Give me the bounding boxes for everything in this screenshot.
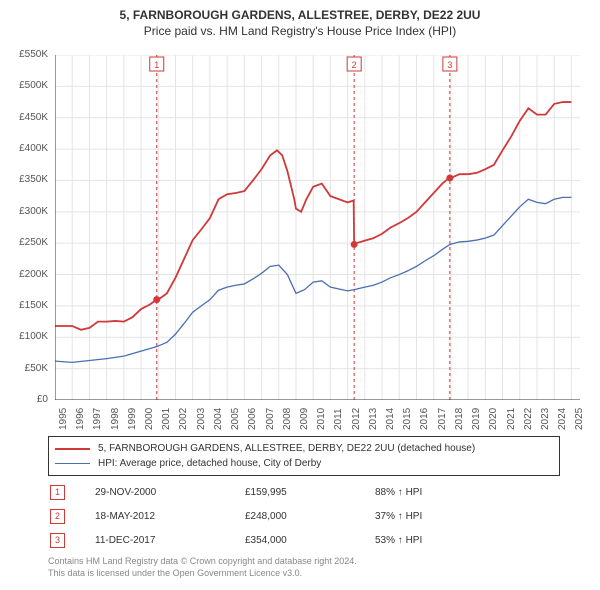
y-tick-label: £350K <box>6 174 48 185</box>
y-tick-label: £500K <box>6 80 48 91</box>
sale-delta: 53% ↑ HPI <box>375 535 515 546</box>
x-tick-label: 2018 <box>454 408 465 430</box>
svg-text:3: 3 <box>447 60 452 70</box>
x-tick-label: 2011 <box>333 408 344 430</box>
x-tick-label: 2016 <box>419 408 430 430</box>
sale-row: 3 11-DEC-2017 £354,000 53% ↑ HPI <box>48 528 560 552</box>
chart-subtitle: Price paid vs. HM Land Registry's House … <box>0 22 600 38</box>
y-tick-label: £100K <box>6 331 48 342</box>
sale-marker-3: 3 <box>50 533 65 548</box>
license-line: Contains HM Land Registry data © Crown c… <box>48 556 357 568</box>
x-tick-label: 2010 <box>316 408 327 430</box>
x-tick-label: 2021 <box>506 408 517 430</box>
sale-price: £354,000 <box>245 535 375 546</box>
x-tick-label: 1996 <box>75 408 86 430</box>
x-tick-label: 2009 <box>299 408 310 430</box>
y-tick-label: £200K <box>6 269 48 280</box>
legend-label: 5, FARNBOROUGH GARDENS, ALLESTREE, DERBY… <box>98 443 475 454</box>
y-tick-label: £400K <box>6 143 48 154</box>
legend-swatch <box>55 463 90 464</box>
y-tick-label: £550K <box>6 49 48 60</box>
x-tick-label: 2002 <box>178 408 189 430</box>
y-tick-label: £50K <box>6 363 48 374</box>
x-tick-label: 2015 <box>402 408 413 430</box>
y-tick-label: £150K <box>6 300 48 311</box>
chart-title: 5, FARNBOROUGH GARDENS, ALLESTREE, DERBY… <box>0 0 600 22</box>
x-tick-label: 2001 <box>161 408 172 430</box>
sale-date: 18-MAY-2012 <box>95 511 245 522</box>
x-tick-label: 2019 <box>471 408 482 430</box>
x-tick-label: 2003 <box>196 408 207 430</box>
x-tick-label: 1997 <box>92 408 103 430</box>
license-text: Contains HM Land Registry data © Crown c… <box>48 556 357 579</box>
x-tick-label: 2025 <box>574 408 585 430</box>
y-tick-label: £300K <box>6 206 48 217</box>
x-tick-label: 2017 <box>437 408 448 430</box>
sale-marker-2: 2 <box>50 509 65 524</box>
x-tick-label: 2007 <box>265 408 276 430</box>
x-tick-label: 2012 <box>351 408 362 430</box>
y-tick-label: £0 <box>6 394 48 405</box>
x-tick-label: 2008 <box>282 408 293 430</box>
sale-row: 1 29-NOV-2000 £159,995 88% ↑ HPI <box>48 480 560 504</box>
x-tick-label: 1995 <box>58 408 69 430</box>
sale-delta: 88% ↑ HPI <box>375 487 515 498</box>
license-line: This data is licensed under the Open Gov… <box>48 568 357 580</box>
sale-date: 29-NOV-2000 <box>95 487 245 498</box>
legend-item: HPI: Average price, detached house, City… <box>55 456 553 471</box>
x-tick-label: 2022 <box>523 408 534 430</box>
x-tick-label: 2006 <box>247 408 258 430</box>
legend-item: 5, FARNBOROUGH GARDENS, ALLESTREE, DERBY… <box>55 441 553 456</box>
sale-date: 11-DEC-2017 <box>95 535 245 546</box>
chart-svg: 1 2 3 <box>55 55 580 400</box>
sales-table: 1 29-NOV-2000 £159,995 88% ↑ HPI 2 18-MA… <box>48 480 560 552</box>
sale-delta: 37% ↑ HPI <box>375 511 515 522</box>
x-tick-label: 2004 <box>213 408 224 430</box>
sale-marker-1: 1 <box>50 485 65 500</box>
x-tick-label: 1998 <box>110 408 121 430</box>
x-tick-label: 2005 <box>230 408 241 430</box>
legend-swatch <box>55 448 90 450</box>
x-tick-label: 2000 <box>144 408 155 430</box>
y-tick-label: £450K <box>6 112 48 123</box>
x-tick-label: 2014 <box>385 408 396 430</box>
y-tick-label: £250K <box>6 237 48 248</box>
x-tick-label: 2024 <box>557 408 568 430</box>
legend-label: HPI: Average price, detached house, City… <box>98 458 321 469</box>
plot-area: 1 2 3 <box>55 55 580 400</box>
x-tick-label: 1999 <box>127 408 138 430</box>
svg-text:1: 1 <box>154 60 159 70</box>
svg-text:2: 2 <box>352 60 357 70</box>
x-tick-label: 2020 <box>488 408 499 430</box>
x-tick-label: 2013 <box>368 408 379 430</box>
sale-price: £248,000 <box>245 511 375 522</box>
legend: 5, FARNBOROUGH GARDENS, ALLESTREE, DERBY… <box>48 436 560 476</box>
x-tick-label: 2023 <box>540 408 551 430</box>
chart-container: 5, FARNBOROUGH GARDENS, ALLESTREE, DERBY… <box>0 0 600 590</box>
sale-price: £159,995 <box>245 487 375 498</box>
sale-row: 2 18-MAY-2012 £248,000 37% ↑ HPI <box>48 504 560 528</box>
